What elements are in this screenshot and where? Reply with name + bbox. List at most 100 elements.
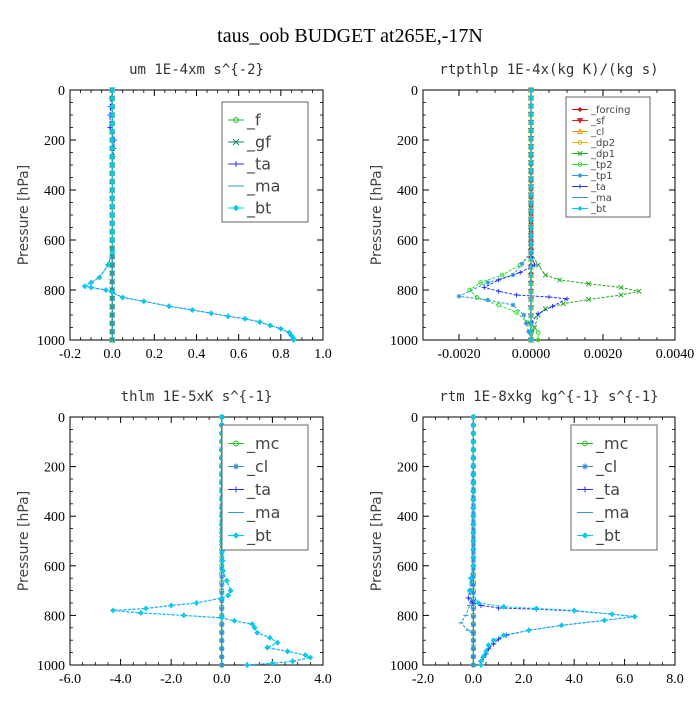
legend-label: _ta <box>595 480 620 500</box>
data-point <box>478 662 484 668</box>
y-tick-label: 800 <box>44 609 65 624</box>
data-point <box>585 281 592 287</box>
y-tick-label: 1000 <box>390 659 418 674</box>
data-point <box>528 200 534 206</box>
x-tick-label: 4.0 <box>565 672 583 687</box>
data-point <box>528 143 534 150</box>
legend-label: _cl <box>590 127 604 138</box>
data-point <box>528 337 534 343</box>
data-point <box>269 660 276 667</box>
x-tick-label: 6.0 <box>616 672 634 687</box>
y-axis-label: Pressure [hPa] <box>369 165 385 265</box>
data-point <box>528 127 534 133</box>
figure-title: taus_oob BUDGET at265E,-17N <box>217 25 483 47</box>
data-point <box>88 279 95 286</box>
data-point <box>109 137 116 143</box>
data-point <box>469 600 475 606</box>
data-point <box>470 554 477 561</box>
data-point <box>528 224 534 230</box>
data-point <box>109 195 116 202</box>
data-point <box>546 294 552 300</box>
legend-marker <box>233 486 239 493</box>
data-point <box>218 595 225 601</box>
legend-label: _bt <box>595 526 620 546</box>
legend-label: _cl <box>246 457 268 477</box>
data-point <box>550 303 555 309</box>
data-point <box>109 103 116 110</box>
y-tick-label: 400 <box>397 510 418 525</box>
legend: _f_gf_ta_ma_bt <box>221 101 309 223</box>
x-tick-label: 2.0 <box>515 672 533 687</box>
data-point <box>585 296 592 303</box>
x-tick-label: -2.0 <box>412 672 434 687</box>
legend-marker <box>577 205 583 212</box>
series-bt <box>528 87 534 343</box>
data-point <box>528 297 534 303</box>
chart-panel-4: rtm 1E-8xkg kg^{-1} s^{-1} Pressure [hPa]… <box>369 389 684 687</box>
data-point <box>109 187 116 193</box>
data-point <box>119 294 126 301</box>
data-point <box>470 447 477 454</box>
x-tick-label: 0.0040 <box>656 347 695 362</box>
data-point <box>220 567 227 574</box>
data-point <box>542 272 549 278</box>
data-point <box>528 232 534 238</box>
chart-panel-1: um 1E-4xm s^{-2} Pressure [hPa] -0.2 0.0 0.2… <box>16 62 332 362</box>
data-point <box>528 151 534 158</box>
data-point <box>528 216 534 222</box>
data-point <box>277 325 284 332</box>
data-point <box>470 471 477 478</box>
data-point <box>467 575 474 582</box>
data-point <box>631 613 638 620</box>
data-point <box>109 162 116 168</box>
legend-label: _mc <box>595 434 628 454</box>
data-point <box>142 605 149 612</box>
data-point <box>242 315 248 322</box>
data-point <box>109 128 116 135</box>
y-tick-label: 800 <box>397 609 418 624</box>
legend-marker <box>233 463 239 470</box>
series-bt <box>466 414 638 668</box>
data-point <box>137 609 144 616</box>
series-line <box>457 90 532 341</box>
legend-label: _ma <box>590 193 612 204</box>
y-tick-label: 200 <box>397 134 418 149</box>
data-point <box>478 280 483 285</box>
data-point <box>533 605 540 612</box>
data-point <box>526 329 531 334</box>
data-point <box>564 296 570 302</box>
data-point <box>470 566 476 572</box>
legend-label: _gf <box>246 133 271 153</box>
y-tick-label: 800 <box>44 284 65 299</box>
legend-marker <box>232 138 240 146</box>
data-point <box>500 632 507 639</box>
y-tick-label: 0 <box>58 411 65 426</box>
legend-label: _ma <box>246 503 280 523</box>
data-point <box>485 297 491 303</box>
legend-label: _ma <box>246 177 280 197</box>
legend-marker <box>576 128 584 134</box>
data-point <box>514 292 519 298</box>
data-point <box>557 277 563 283</box>
data-point <box>96 274 103 281</box>
data-point <box>496 288 501 294</box>
x-tick-label: 0.6 <box>230 347 248 362</box>
data-point <box>109 145 116 152</box>
legend-marker <box>233 440 239 447</box>
data-point <box>274 639 281 646</box>
legend-label: _bt <box>246 199 271 219</box>
data-point <box>528 103 534 109</box>
legend-label: _tp1 <box>590 171 613 182</box>
data-point <box>535 337 541 343</box>
legend-label: _dp1 <box>590 149 615 160</box>
legend-label: _cl <box>595 457 617 477</box>
data-point <box>470 614 476 620</box>
data-point <box>528 240 534 246</box>
data-point <box>219 557 226 564</box>
x-tick-label: -6.0 <box>59 672 81 687</box>
data-point <box>102 287 109 293</box>
series-bt <box>81 87 297 343</box>
y-tick-label: 400 <box>44 510 65 525</box>
data-point <box>474 295 480 300</box>
x-tick-label: 0.0 <box>213 672 231 687</box>
